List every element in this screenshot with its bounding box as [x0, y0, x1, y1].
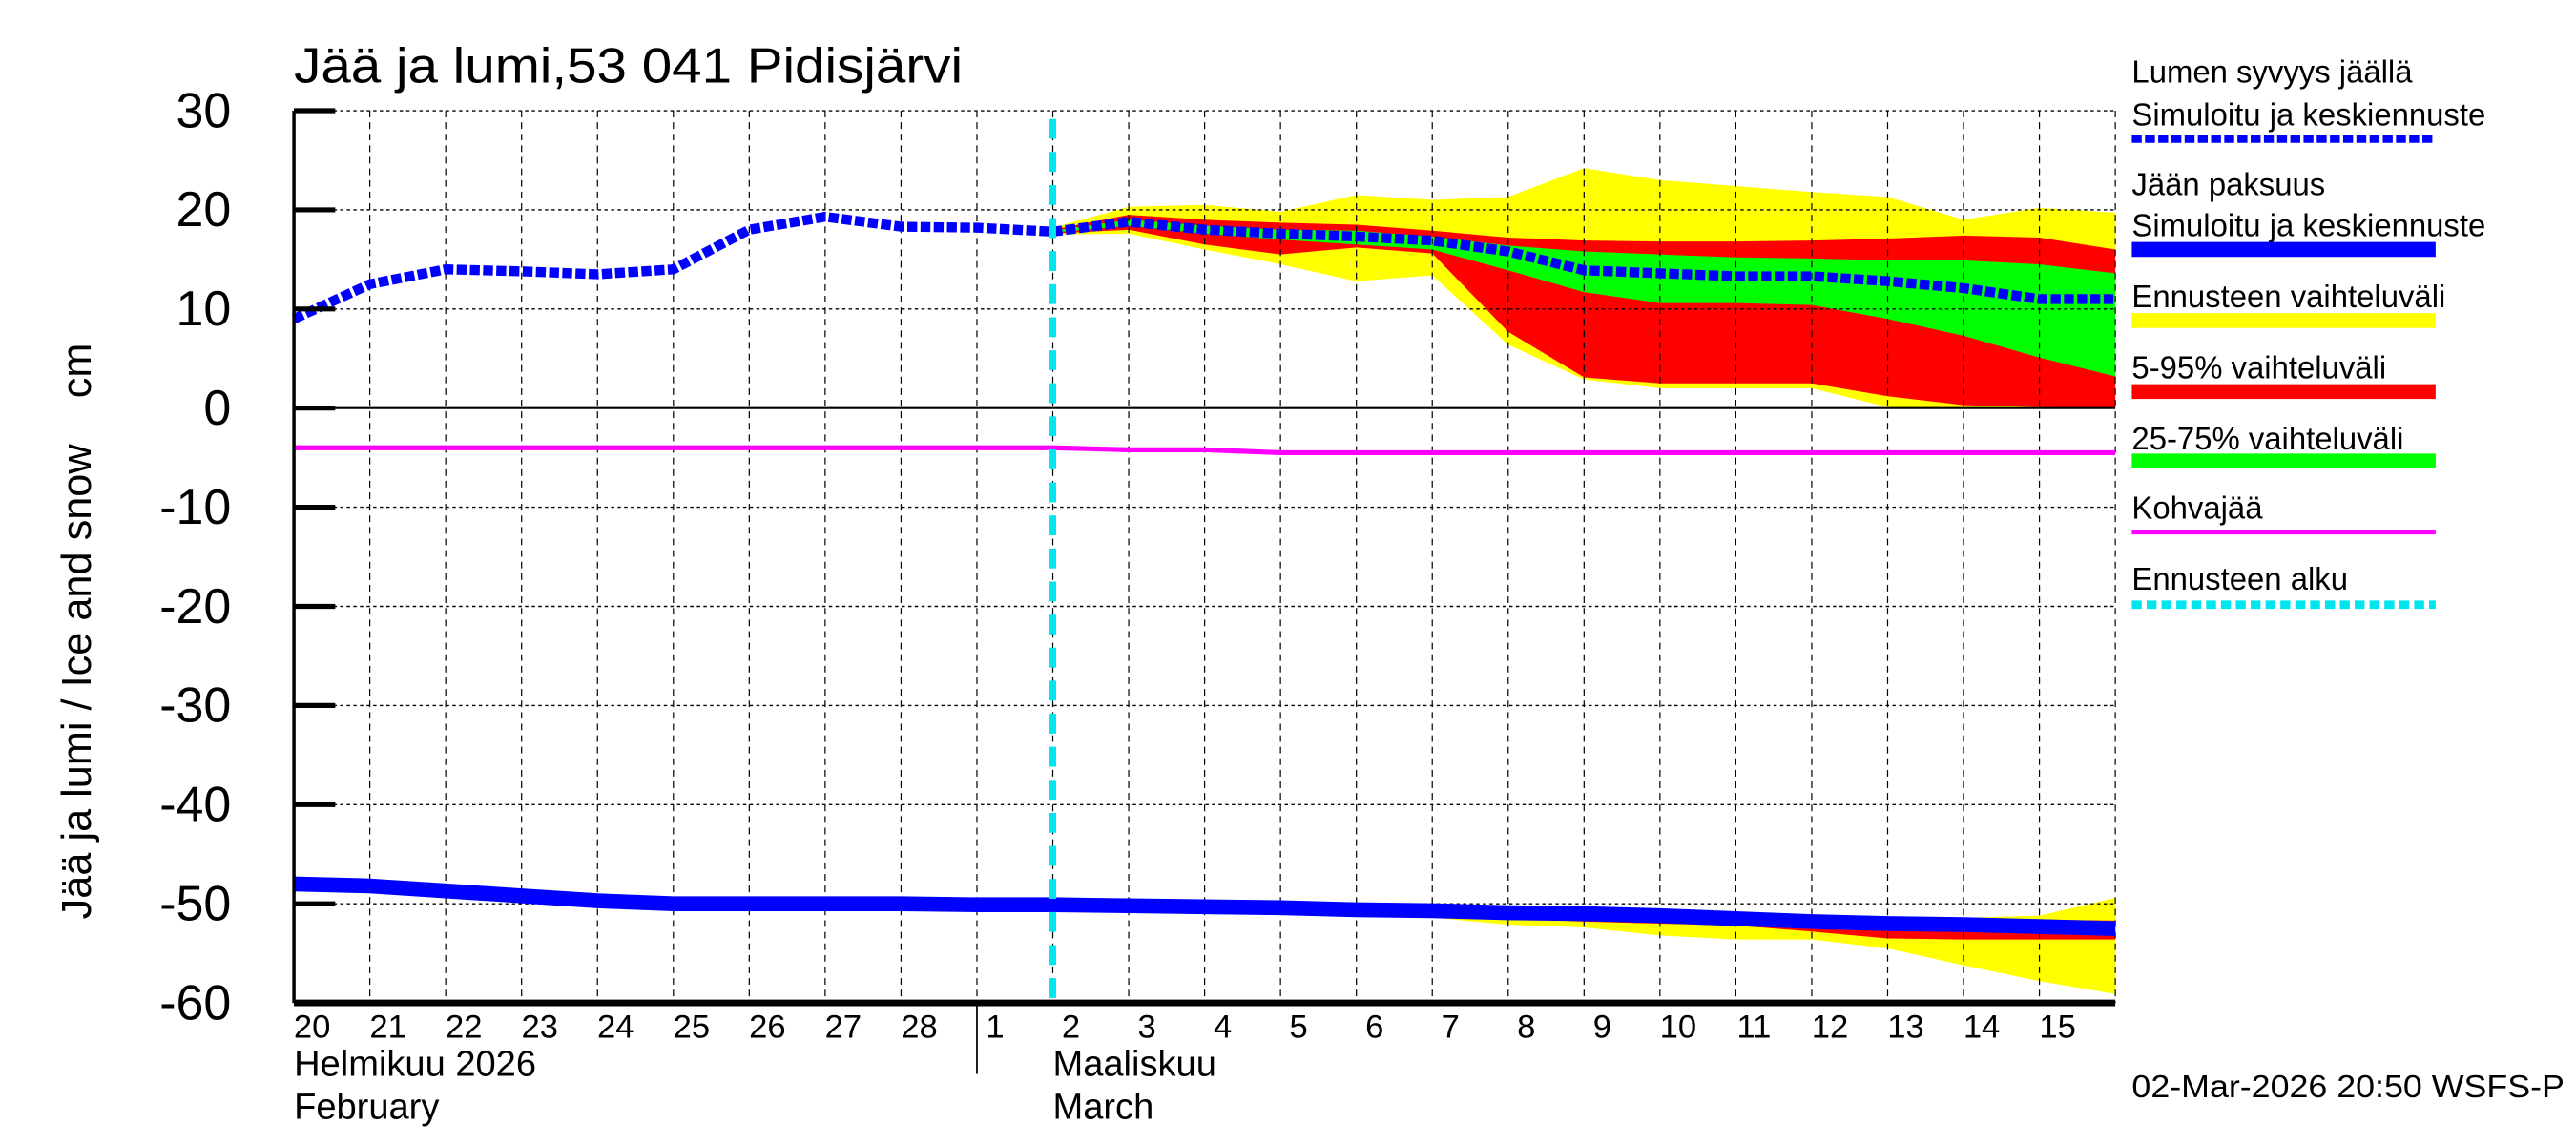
x-tick-label: 22	[446, 1009, 482, 1045]
legend-item: Ennusteen alku	[2131, 561, 2436, 610]
x-tick-label: 25	[674, 1009, 710, 1045]
x-tick-label: 11	[1736, 1009, 1771, 1045]
x-tick-label: 26	[749, 1009, 785, 1045]
legend-label: Simuloitu ja keskiennuste	[2131, 208, 2485, 243]
x-tick-label: 12	[1812, 1009, 1848, 1045]
snow-25-75-band	[1052, 219, 2116, 377]
y-tick-label: -20	[159, 579, 231, 635]
y-axis-label: Jää ja lumi / Ice and snow cm	[54, 344, 100, 920]
y-tick-label: 20	[177, 182, 232, 238]
y-tick-label: -30	[159, 678, 231, 734]
x-tick-label: 7	[1442, 1009, 1460, 1045]
legend-item: Kohvajää	[2131, 490, 2436, 535]
legend-item: 25-75% vaihteluväli	[2131, 421, 2436, 468]
timestamp: 02-Mar-2026 20:50 WSFS-P	[2131, 1069, 2564, 1104]
x-tick-label: 24	[597, 1009, 634, 1045]
y-tick-label: -10	[159, 480, 231, 535]
y-tick-label: -40	[159, 778, 231, 833]
x-tick-label: 1	[986, 1009, 1004, 1045]
legend-label: 25-75% vaihteluväli	[2131, 421, 2403, 456]
x-tick-label: 28	[901, 1009, 937, 1045]
legend-item: Ennusteen vaihteluväli	[2131, 279, 2445, 328]
month-label-en: March	[1053, 1087, 1154, 1127]
x-tick-label: 6	[1365, 1009, 1383, 1045]
x-tick-label: 5	[1290, 1009, 1308, 1045]
legend-label: Ennusteen vaihteluväli	[2131, 279, 2445, 314]
legend-label: 5-95% vaihteluväli	[2131, 350, 2386, 385]
x-tick-label: 4	[1214, 1009, 1232, 1045]
y-tick-label: -60	[159, 975, 231, 1030]
x-tick-label: 23	[521, 1009, 557, 1045]
snow-depth-line	[291, 211, 2116, 323]
legend-label: Simuloitu ja keskiennuste	[2131, 97, 2485, 133]
x-tick-label: 2	[1062, 1009, 1080, 1045]
y-tick-label: 30	[177, 83, 232, 138]
x-tick-label: 10	[1660, 1009, 1696, 1045]
month-label-en: February	[294, 1087, 439, 1127]
legend-item: Jään paksuus Simuloitu ja keskiennuste	[2131, 166, 2485, 258]
x-tick-label: 20	[294, 1009, 330, 1045]
y-tick-label: -50	[159, 876, 231, 931]
x-tick-label: 13	[1887, 1009, 1923, 1045]
legend-label: Ennusteen alku	[2131, 561, 2348, 596]
month-label-fi: Maaliskuu	[1053, 1044, 1216, 1084]
x-tick-label: 3	[1137, 1009, 1155, 1045]
kohva-ice-line	[294, 445, 2116, 456]
legend-title: Lumen syvyys jäällä	[2131, 54, 2413, 90]
legend-item: 5-95% vaihteluväli	[2131, 350, 2436, 400]
legend-item: Lumen syvyys jäällä Simuloitu ja keskienn…	[2131, 54, 2485, 143]
y-tick-label: 0	[203, 381, 231, 436]
legend-label: Kohvajää	[2131, 490, 2263, 526]
chart-title: Jää ja lumi,53 041 Pidisjärvi	[294, 39, 963, 94]
x-tick-label: 21	[369, 1009, 405, 1045]
x-tick-label: 9	[1593, 1009, 1611, 1045]
x-tick-label: 8	[1517, 1009, 1535, 1045]
ice-thickness-line	[293, 876, 2116, 936]
x-tick-label: 27	[825, 1009, 862, 1045]
x-tick-label: 14	[1963, 1009, 2000, 1045]
legend-title: Jään paksuus	[2131, 166, 2325, 201]
x-tick-label: 15	[2039, 1009, 2075, 1045]
month-label-fi: Helmikuu 2026	[294, 1044, 536, 1084]
y-tick-label: 10	[177, 281, 232, 337]
